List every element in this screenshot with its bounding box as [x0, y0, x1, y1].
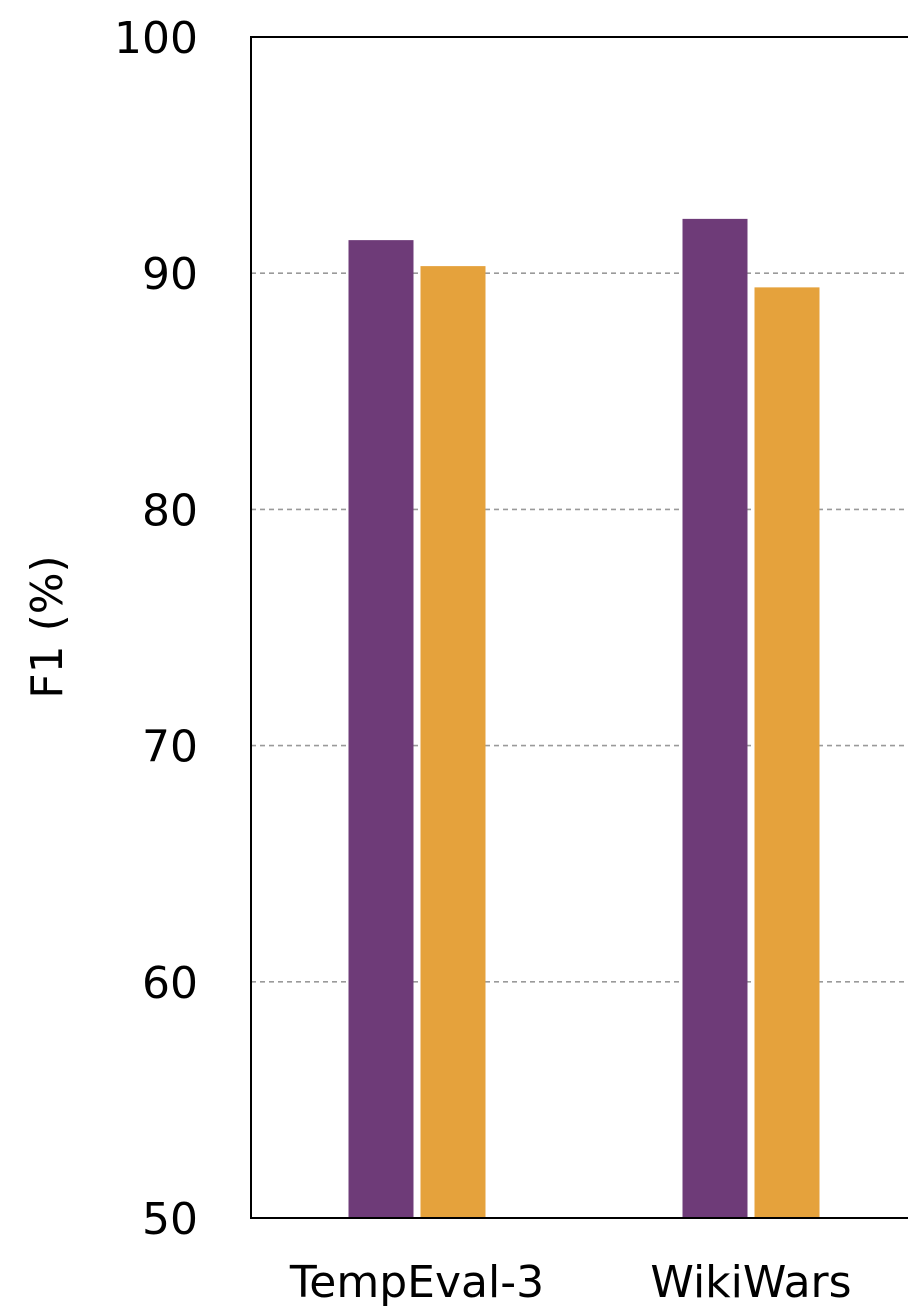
y-tick-label: 50	[142, 1194, 198, 1245]
y-axis-title: F1 (%)	[22, 555, 73, 698]
bar-wikiwars-series-2	[754, 287, 820, 1218]
plot-frame	[250, 36, 908, 1219]
y-axis-ticks: 50 60 70 80 90 100	[114, 13, 198, 1245]
y-tick-label: 70	[142, 722, 198, 773]
y-tick-label: 80	[142, 485, 198, 536]
y-tick-label: 100	[114, 13, 198, 64]
bar-tempeval-3-series-1	[348, 240, 414, 1218]
y-tick-label: 60	[142, 958, 198, 1009]
bars	[348, 218, 820, 1218]
bar-wikiwars-series-1	[682, 218, 748, 1218]
plot-area-border	[250, 36, 908, 1219]
x-axis-ticks: TempEval-3 WikiWars	[289, 1257, 852, 1308]
x-tick-label: TempEval-3	[289, 1257, 544, 1308]
y-tick-label: 90	[142, 249, 198, 300]
x-tick-label: WikiWars	[650, 1257, 851, 1308]
bar-tempeval-3-series-2	[420, 266, 486, 1218]
